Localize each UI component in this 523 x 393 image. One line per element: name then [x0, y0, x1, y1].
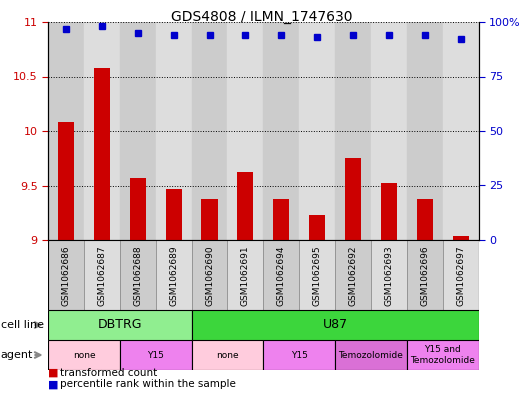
Bar: [201, 198, 218, 393]
Text: Temozolomide: Temozolomide: [338, 351, 403, 360]
Bar: [381, 183, 397, 393]
Bar: [84, 22, 120, 240]
Text: GSM1062688: GSM1062688: [133, 246, 142, 306]
Text: GSM1062691: GSM1062691: [241, 246, 250, 306]
Bar: [417, 198, 433, 393]
Bar: [335, 240, 371, 310]
Bar: [58, 122, 74, 393]
Bar: [48, 22, 84, 240]
Text: GSM1062692: GSM1062692: [348, 246, 358, 306]
Bar: [48, 240, 84, 310]
Bar: [309, 215, 325, 393]
Text: Y15 and
Temozolomide: Y15 and Temozolomide: [410, 345, 475, 365]
Text: ■: ■: [48, 379, 62, 389]
Text: GSM1062696: GSM1062696: [420, 246, 429, 306]
Bar: [94, 68, 110, 393]
Bar: [237, 173, 254, 393]
Bar: [407, 340, 479, 370]
Text: cell line: cell line: [1, 320, 43, 330]
Text: none: none: [216, 351, 239, 360]
Text: GSM1062695: GSM1062695: [313, 246, 322, 306]
Text: DBTRG: DBTRG: [98, 318, 142, 332]
Bar: [191, 310, 479, 340]
Bar: [407, 240, 442, 310]
Bar: [335, 340, 407, 370]
Text: GSM1062693: GSM1062693: [384, 246, 393, 306]
Text: U87: U87: [323, 318, 348, 332]
Bar: [299, 240, 335, 310]
Bar: [191, 340, 264, 370]
Bar: [371, 22, 407, 240]
Bar: [166, 189, 181, 393]
Bar: [299, 22, 335, 240]
Bar: [48, 340, 120, 370]
Text: GSM1062686: GSM1062686: [62, 246, 71, 306]
Bar: [228, 240, 264, 310]
Text: GSM1062697: GSM1062697: [456, 246, 465, 306]
Bar: [264, 240, 299, 310]
Bar: [156, 240, 191, 310]
Text: GDS4808 / ILMN_1747630: GDS4808 / ILMN_1747630: [170, 10, 353, 24]
Bar: [371, 240, 407, 310]
Text: agent: agent: [1, 350, 33, 360]
Bar: [191, 240, 228, 310]
Bar: [335, 22, 371, 240]
Bar: [48, 310, 191, 340]
Text: GSM1062687: GSM1062687: [97, 246, 106, 306]
Bar: [452, 236, 469, 393]
Text: none: none: [73, 351, 95, 360]
Bar: [156, 22, 191, 240]
Bar: [407, 22, 442, 240]
Text: percentile rank within the sample: percentile rank within the sample: [60, 379, 235, 389]
Bar: [345, 158, 361, 393]
Bar: [264, 22, 299, 240]
Bar: [442, 240, 479, 310]
Bar: [130, 178, 146, 393]
Text: GSM1062694: GSM1062694: [277, 246, 286, 306]
Bar: [228, 22, 264, 240]
Text: GSM1062689: GSM1062689: [169, 246, 178, 306]
Bar: [191, 22, 228, 240]
Text: Y15: Y15: [147, 351, 164, 360]
Text: transformed count: transformed count: [60, 367, 157, 378]
Bar: [442, 22, 479, 240]
Bar: [120, 340, 191, 370]
Bar: [120, 240, 156, 310]
Bar: [84, 240, 120, 310]
Bar: [120, 22, 156, 240]
Text: Y15: Y15: [291, 351, 308, 360]
Text: GSM1062690: GSM1062690: [205, 246, 214, 306]
Bar: [264, 340, 335, 370]
Text: ■: ■: [48, 367, 62, 378]
Bar: [273, 198, 289, 393]
